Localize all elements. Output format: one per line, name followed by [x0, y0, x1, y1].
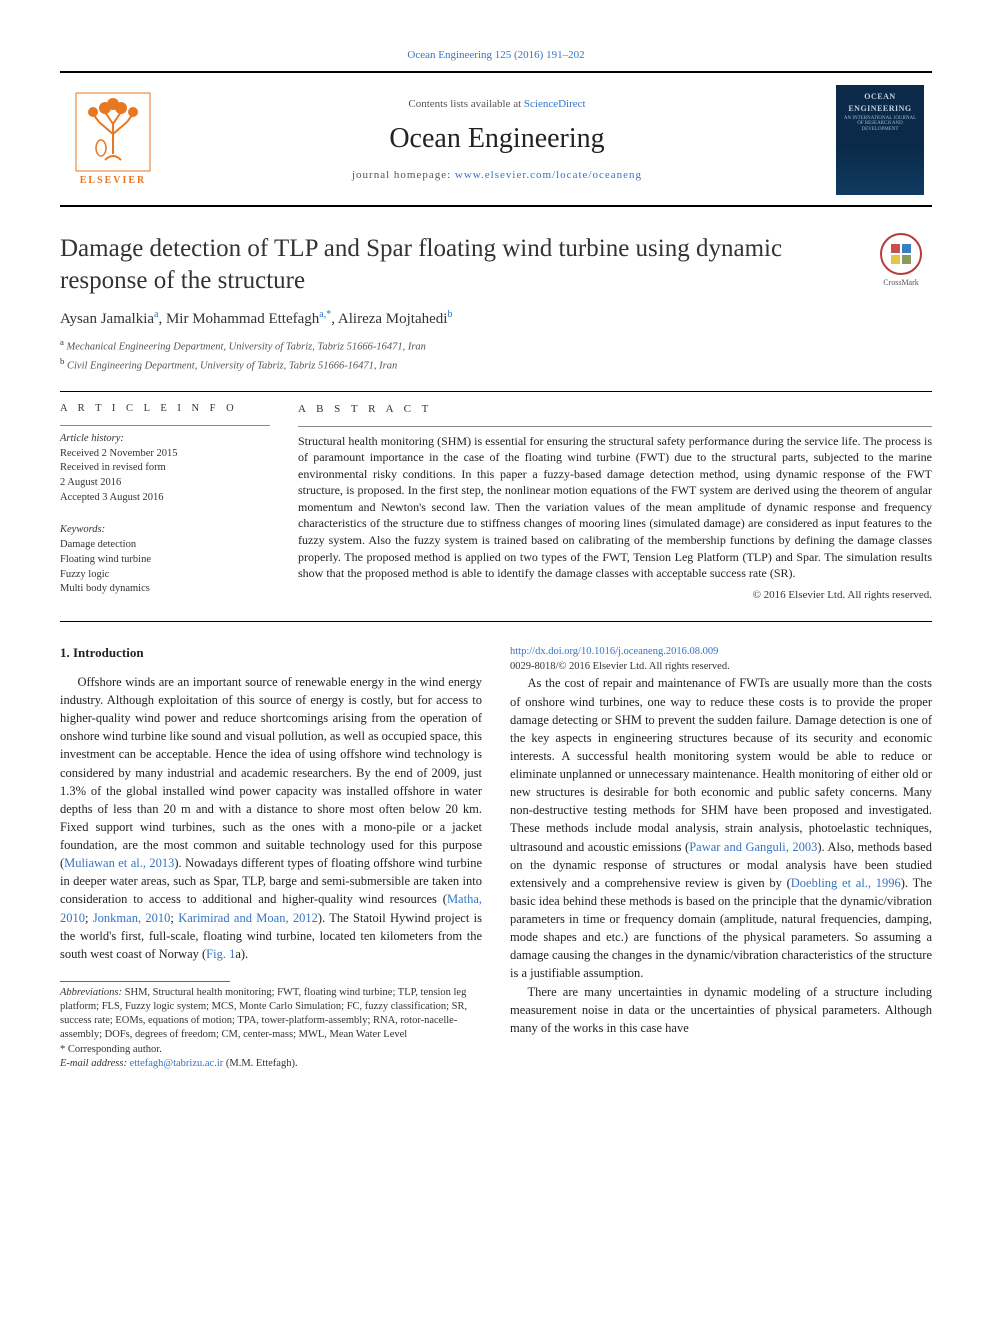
history-line: 2 August 2016 — [60, 476, 270, 491]
journal-title: Ocean Engineering — [174, 119, 820, 158]
citation-link[interactable]: Karimirad and Moan, 2012 — [178, 911, 318, 925]
history-head: Article history: — [60, 432, 270, 447]
keyword: Floating wind turbine — [60, 553, 270, 568]
citation-link[interactable]: Pawar and Ganguli, 2003 — [689, 840, 817, 854]
abstract-block: A B S T R A C T Structural health monito… — [298, 402, 932, 603]
history-line: Received in revised form — [60, 461, 270, 476]
history-line: Accepted 3 August 2016 — [60, 491, 270, 506]
abbrev-text: SHM, Structural health monitoring; FWT, … — [60, 987, 467, 1041]
publisher-name: ELSEVIER — [80, 174, 147, 188]
abbrev-label: Abbreviations: — [60, 987, 122, 998]
journal-homepage: journal homepage: www.elsevier.com/locat… — [174, 168, 820, 183]
body-columns: 1. Introduction Offshore winds are an im… — [60, 644, 932, 1071]
crossmark-label: CrossMark — [883, 277, 919, 288]
email-label: E-mail address: — [60, 1058, 130, 1069]
divider — [60, 621, 932, 622]
affiliations: a Mechanical Engineering Department, Uni… — [60, 336, 932, 373]
homepage-link[interactable]: www.elsevier.com/locate/oceaneng — [455, 169, 642, 181]
body-paragraph: As the cost of repair and maintenance of… — [510, 674, 932, 982]
cover-title: OCEAN ENGINEERING — [840, 91, 920, 113]
crossmark-icon — [880, 233, 922, 275]
journal-cover-thumb: OCEAN ENGINEERING AN INTERNATIONAL JOURN… — [836, 85, 924, 195]
divider — [60, 391, 932, 392]
keywords-head: Keywords: — [60, 523, 270, 538]
elsevier-tree-logo — [75, 92, 151, 172]
thin-divider — [60, 425, 270, 426]
doi-link[interactable]: http://dx.doi.org/10.1016/j.oceaneng.201… — [510, 646, 718, 657]
issn-line: 0029-8018/© 2016 Elsevier Ltd. All right… — [510, 659, 932, 674]
citation-link[interactable]: Doebling et al., 1996 — [791, 876, 901, 890]
section-heading: 1. Introduction — [60, 644, 482, 663]
email-link[interactable]: ettefagh@tabrizu.ac.ir — [130, 1058, 224, 1069]
email-who: (M.M. Ettefagh). — [223, 1058, 297, 1069]
journal-banner: ELSEVIER Contents lists available at Sci… — [60, 71, 932, 207]
body-paragraph: Offshore winds are an important source o… — [60, 673, 482, 963]
citation-link[interactable]: Jonkman, 2010 — [93, 911, 171, 925]
article-title: Damage detection of TLP and Spar floatin… — [60, 233, 858, 296]
crossmark-badge[interactable]: CrossMark — [870, 233, 932, 288]
cover-subtitle: AN INTERNATIONAL JOURNALOF RESEARCH ANDD… — [844, 116, 916, 133]
keyword: Multi body dynamics — [60, 582, 270, 597]
doi-block: http://dx.doi.org/10.1016/j.oceaneng.201… — [510, 644, 932, 674]
citation-link[interactable]: Muliawan et al., 2013 — [64, 856, 174, 870]
history-line: Received 2 November 2015 — [60, 447, 270, 462]
article-info-block: A R T I C L E I N F O Article history: R… — [60, 402, 270, 603]
corresponding-author: * Corresponding author. — [60, 1043, 482, 1057]
article-info-heading: A R T I C L E I N F O — [60, 402, 270, 417]
publisher-logo-block: ELSEVIER — [68, 92, 158, 188]
abstract-copyright: © 2016 Elsevier Ltd. All rights reserved… — [298, 588, 932, 603]
author-list: Aysan Jamalkiaa, Mir Mohammad Ettefagha,… — [60, 308, 932, 330]
footnotes: Abbreviations: SHM, Structural health mo… — [60, 981, 482, 1071]
top-citation[interactable]: Ocean Engineering 125 (2016) 191–202 — [60, 48, 932, 63]
sciencedirect-link[interactable]: ScienceDirect — [524, 98, 586, 110]
body-paragraph: There are many uncertainties in dynamic … — [510, 983, 932, 1037]
abstract-heading: A B S T R A C T — [298, 402, 932, 417]
figure-link[interactable]: Fig. 1 — [206, 947, 235, 961]
abstract-text: Structural health monitoring (SHM) is es… — [298, 433, 932, 582]
keyword: Damage detection — [60, 538, 270, 553]
keyword: Fuzzy logic — [60, 568, 270, 583]
thin-divider — [298, 426, 932, 427]
contents-line: Contents lists available at ScienceDirec… — [174, 97, 820, 112]
